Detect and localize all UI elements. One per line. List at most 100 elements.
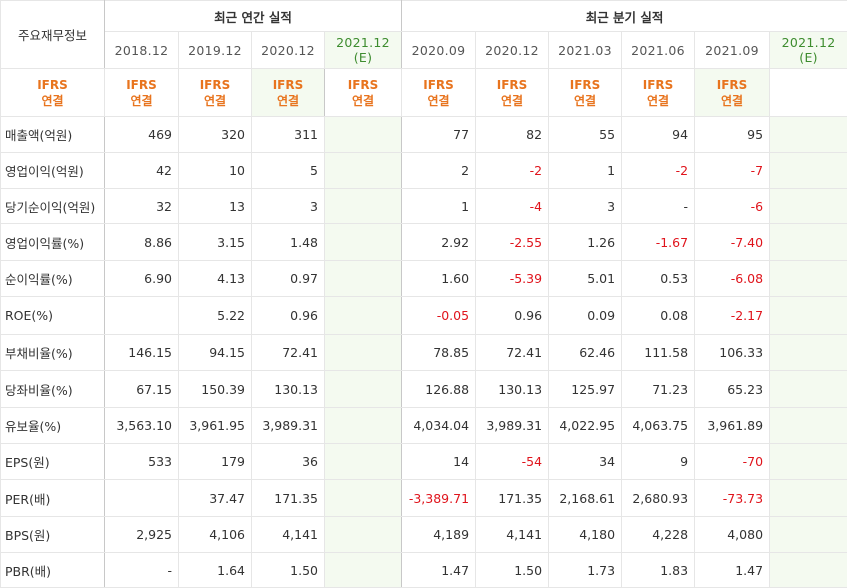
ifrs-label: IFRS [622, 77, 694, 93]
value-cell: 36 [252, 444, 325, 480]
estimate-cell [325, 408, 402, 444]
consolidated-label: 연결 [476, 93, 548, 109]
row-label: ROE(%) [1, 297, 105, 335]
estimate-period: 2021.12 [770, 35, 847, 50]
estimate-cell [770, 189, 847, 224]
estimate-cell [325, 444, 402, 480]
estimate-cell [770, 261, 847, 297]
estimate-cell [325, 335, 402, 371]
value-cell: 13 [179, 189, 252, 224]
ifrs-label: IFRS [105, 77, 178, 93]
row-label: PER(배) [1, 480, 105, 517]
value-cell: 5.22 [179, 297, 252, 335]
value-cell: 42 [105, 153, 179, 189]
ifrs-label: IFRS [549, 77, 621, 93]
value-cell: 1.47 [695, 553, 770, 588]
ifrs-label: IFRS [179, 77, 251, 93]
value-cell: 1.48 [252, 224, 325, 261]
corner-label: 주요재무정보 [1, 1, 105, 69]
value-cell: -2.55 [476, 224, 549, 261]
value-cell: 1.50 [252, 553, 325, 588]
consolidated-label: 연결 [105, 93, 178, 109]
row-label: 영업이익(억원) [1, 153, 105, 189]
consolidated-label: 연결 [695, 93, 769, 109]
estimate-tag: (E) [770, 50, 847, 65]
annual-group-header: 최근 연간 실적 [105, 1, 402, 32]
row-label: 당좌비율(%) [1, 371, 105, 408]
value-cell: 34 [549, 444, 622, 480]
estimate-cell [770, 297, 847, 335]
value-cell: -6.08 [695, 261, 770, 297]
value-cell: 4.13 [179, 261, 252, 297]
value-cell: 78.85 [402, 335, 476, 371]
value-cell: 1.64 [179, 553, 252, 588]
row-label: 당기순이익(억원) [1, 189, 105, 224]
value-cell: 106.33 [695, 335, 770, 371]
value-cell: -3,389.71 [402, 480, 476, 517]
value-cell: -7.40 [695, 224, 770, 261]
value-cell: 2,168.61 [549, 480, 622, 517]
quarter-period-header: 2021.09 [695, 32, 770, 69]
estimate-cell [770, 224, 847, 261]
value-cell: -4 [476, 189, 549, 224]
consolidated-label: 연결 [252, 93, 324, 109]
value-cell: 3.15 [179, 224, 252, 261]
value-cell: 95 [695, 117, 770, 153]
value-cell: 1 [402, 189, 476, 224]
ifrs-label: IFRS [1, 77, 104, 93]
value-cell: 4,063.75 [622, 408, 695, 444]
ifrs-label: IFRS [695, 77, 769, 93]
row-label: 부채비율(%) [1, 335, 105, 371]
estimate-cell [325, 553, 402, 588]
value-cell: 37.47 [179, 480, 252, 517]
value-cell: 171.35 [476, 480, 549, 517]
ifrs-label: IFRS [325, 77, 401, 93]
estimate-cell [770, 371, 847, 408]
value-cell: 94 [622, 117, 695, 153]
value-cell: 150.39 [179, 371, 252, 408]
value-cell: 4,189 [402, 517, 476, 553]
value-cell [105, 480, 179, 517]
value-cell: 0.96 [252, 297, 325, 335]
quarter-period-header: 2020.12 [476, 32, 549, 69]
value-cell: 5 [252, 153, 325, 189]
value-cell: 130.13 [476, 371, 549, 408]
value-cell: 1.60 [402, 261, 476, 297]
estimate-cell [325, 117, 402, 153]
estimate-cell [325, 297, 402, 335]
value-cell: 3,563.10 [105, 408, 179, 444]
row-label: BPS(원) [1, 517, 105, 553]
consolidated-label: 연결 [622, 93, 694, 109]
value-cell: 9 [622, 444, 695, 480]
value-cell: 1.26 [549, 224, 622, 261]
value-cell: -2 [622, 153, 695, 189]
quarter-period-header: 2021.03 [549, 32, 622, 69]
value-cell: 2,925 [105, 517, 179, 553]
value-cell: 1.73 [549, 553, 622, 588]
value-cell: 0.08 [622, 297, 695, 335]
value-cell: 4,141 [252, 517, 325, 553]
ifrs-label: IFRS [476, 77, 548, 93]
value-cell: 77 [402, 117, 476, 153]
value-cell: -0.05 [402, 297, 476, 335]
estimate-cell [770, 408, 847, 444]
value-cell: 2,680.93 [622, 480, 695, 517]
value-cell: -54 [476, 444, 549, 480]
value-cell: 4,180 [549, 517, 622, 553]
estimate-tag: (E) [325, 50, 401, 65]
annual-period-header: 2020.12 [252, 32, 325, 69]
